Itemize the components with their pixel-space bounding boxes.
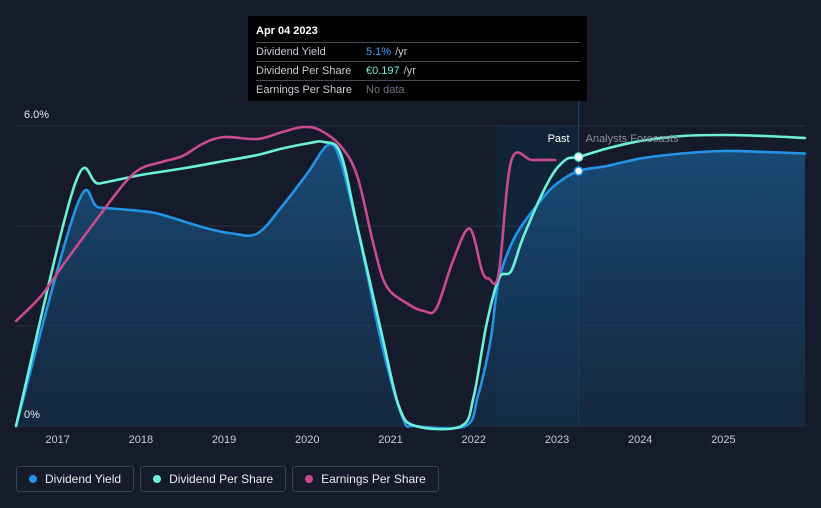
axis-text-layer: 0% 6.0% 2017 2018 2019 2020 2021 2022 2023 2024 20… bbox=[24, 109, 736, 446]
tooltip-label: Dividend Per Share bbox=[256, 65, 352, 77]
x-tick-label: 2019 bbox=[212, 434, 236, 446]
tooltip-unit: /yr bbox=[403, 65, 416, 77]
y-tick-label: 6.0% bbox=[24, 109, 49, 121]
x-tick-label: 2017 bbox=[45, 434, 69, 446]
tooltip-label: Dividend Yield bbox=[256, 46, 326, 58]
legend-item-earnings-per-share[interactable]: Earnings Per Share bbox=[292, 466, 439, 492]
legend-dot-icon bbox=[29, 475, 37, 483]
forecast-label: Analysts Forecasts bbox=[586, 133, 679, 145]
x-tick-label: 2018 bbox=[129, 434, 153, 446]
tooltip-label: Earnings Per Share bbox=[256, 84, 352, 96]
earnings-per-share-line bbox=[14, 125, 557, 323]
marker-layer bbox=[573, 152, 584, 176]
x-tick-label: 2020 bbox=[295, 434, 319, 446]
tooltip-unit: /yr bbox=[395, 46, 408, 58]
legend-label: Earnings Per Share bbox=[321, 472, 426, 486]
x-tick-label: 2022 bbox=[462, 434, 486, 446]
tooltip-row-dividend-per-share: Dividend Per Share €0.197 /yr bbox=[256, 61, 580, 80]
y-tick-label: 0% bbox=[24, 409, 40, 421]
x-tick-label: 2023 bbox=[545, 434, 569, 446]
series-layer bbox=[14, 125, 807, 431]
dividend-yield-marker bbox=[573, 166, 584, 176]
dividend-yield-line bbox=[14, 142, 807, 430]
dividend-per-share-line bbox=[14, 133, 807, 431]
legend: Dividend Yield Dividend Per Share Earnin… bbox=[16, 466, 439, 492]
past-label: Past bbox=[548, 133, 570, 145]
legend-item-dividend-yield[interactable]: Dividend Yield bbox=[16, 466, 135, 492]
tooltip-value: €0.197 bbox=[366, 65, 400, 77]
x-tick-label: 2024 bbox=[628, 434, 652, 446]
legend-dot-icon bbox=[153, 475, 162, 483]
tooltip-value: No data bbox=[366, 84, 405, 96]
tooltip-row-earnings-per-share: Earnings Per Share No data bbox=[256, 80, 580, 99]
legend-item-dividend-per-share[interactable]: Dividend Per Share bbox=[140, 466, 287, 492]
x-tick-label: 2021 bbox=[378, 434, 402, 446]
legend-dot-icon bbox=[305, 475, 314, 483]
tooltip: Apr 04 2023 Dividend Yield 5.1% /yr Divi… bbox=[248, 16, 587, 101]
tooltip-value: 5.1% bbox=[366, 46, 392, 58]
legend-label: Dividend Per Share bbox=[169, 472, 274, 486]
tooltip-row-dividend-yield: Dividend Yield 5.1% /yr bbox=[256, 42, 580, 61]
dividend-yield-area bbox=[16, 144, 805, 429]
dividend-per-share-marker bbox=[573, 152, 584, 162]
legend-label: Dividend Yield bbox=[45, 472, 122, 486]
tooltip-date: Apr 04 2023 bbox=[256, 25, 318, 37]
x-tick-label: 2025 bbox=[711, 434, 735, 446]
